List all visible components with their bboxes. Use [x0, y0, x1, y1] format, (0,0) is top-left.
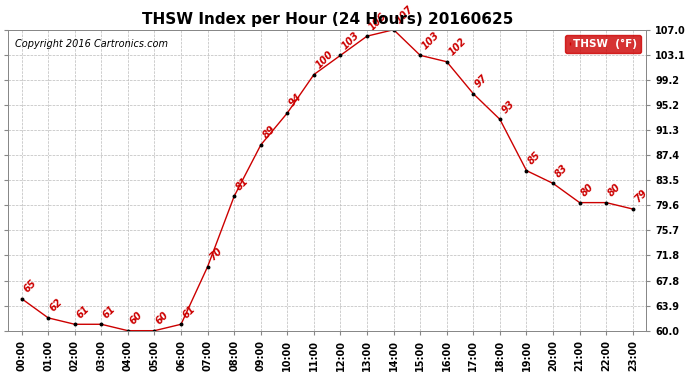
Text: 93: 93 [500, 99, 516, 115]
Text: 60: 60 [155, 310, 171, 327]
Point [255, 142, 266, 148]
Point [149, 328, 160, 334]
Text: 106: 106 [367, 10, 388, 32]
Text: 107: 107 [393, 4, 415, 26]
Point [415, 53, 426, 58]
Point [521, 168, 532, 174]
Text: 89: 89 [261, 124, 277, 141]
Text: 70: 70 [208, 246, 224, 262]
Text: 80: 80 [580, 182, 596, 198]
Text: 61: 61 [101, 303, 118, 320]
Text: 60: 60 [128, 310, 144, 327]
Point [495, 116, 506, 122]
Legend: THSW  (°F): THSW (°F) [565, 35, 641, 53]
Point [574, 200, 585, 206]
Point [468, 91, 479, 97]
Point [362, 33, 373, 39]
Point [43, 315, 54, 321]
Point [308, 72, 319, 78]
Text: 103: 103 [420, 30, 442, 51]
Point [202, 264, 213, 270]
Text: Copyright 2016 Cartronics.com: Copyright 2016 Cartronics.com [14, 39, 168, 49]
Text: 97: 97 [473, 73, 490, 90]
Point [388, 27, 399, 33]
Text: 100: 100 [314, 49, 335, 70]
Point [441, 59, 452, 65]
Point [69, 321, 80, 327]
Text: 79: 79 [633, 188, 649, 205]
Point [627, 206, 638, 212]
Point [335, 53, 346, 58]
Text: 62: 62 [48, 297, 65, 314]
Point [175, 321, 186, 327]
Point [601, 200, 612, 206]
Point [228, 193, 239, 199]
Text: 85: 85 [526, 150, 543, 166]
Text: 103: 103 [340, 30, 362, 51]
Text: 61: 61 [75, 303, 91, 320]
Point [96, 321, 107, 327]
Text: 65: 65 [21, 278, 38, 294]
Text: 61: 61 [181, 303, 197, 320]
Point [548, 180, 559, 186]
Point [16, 296, 27, 302]
Text: 102: 102 [446, 36, 468, 58]
Point [122, 328, 133, 334]
Text: 81: 81 [234, 176, 250, 192]
Point [282, 110, 293, 116]
Text: 83: 83 [553, 163, 569, 179]
Title: THSW Index per Hour (24 Hours) 20160625: THSW Index per Hour (24 Hours) 20160625 [141, 12, 513, 27]
Text: 94: 94 [287, 92, 304, 109]
Text: 80: 80 [606, 182, 622, 198]
